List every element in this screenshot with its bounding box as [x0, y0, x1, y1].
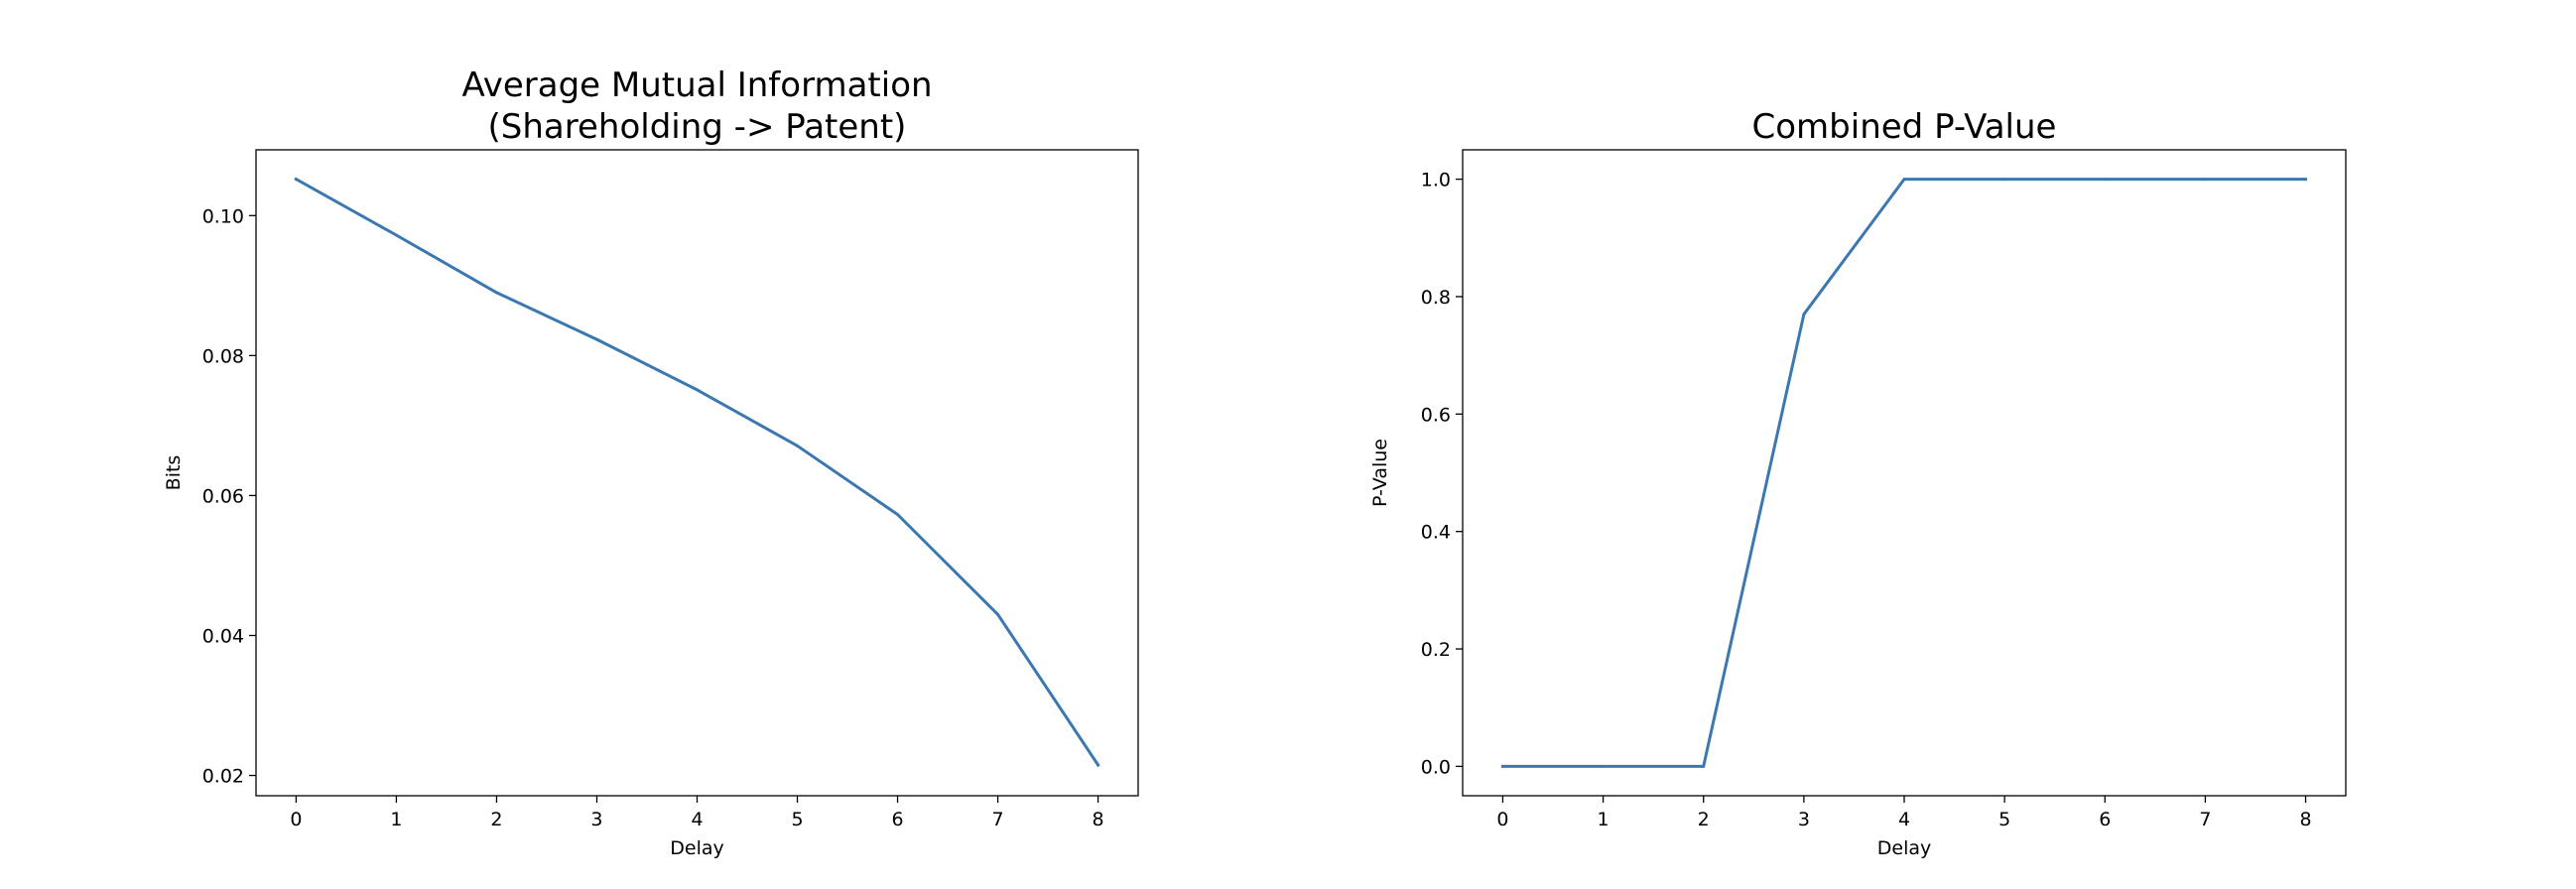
series-line — [294, 177, 1100, 768]
y-tick-label: 0.4 — [1421, 522, 1451, 544]
data-point — [996, 612, 1000, 616]
data-point — [696, 388, 699, 392]
data-point — [1500, 764, 1504, 768]
data-point — [2002, 178, 2006, 182]
y-tick-label: 0.02 — [202, 766, 244, 788]
x-tick-label: 0 — [290, 809, 302, 830]
y-tick-label: 1.0 — [1421, 170, 1451, 191]
data-point — [896, 512, 900, 516]
x-tick-label: 7 — [992, 809, 1004, 830]
x-tick-label: 0 — [1496, 809, 1508, 830]
x-tick-label: 8 — [2299, 809, 2311, 830]
data-point — [594, 337, 598, 341]
x-tick-label: 6 — [2099, 809, 2111, 830]
x-tick-label: 3 — [590, 809, 602, 830]
x-tick-label: 1 — [1598, 809, 1610, 830]
x-tick-label: 7 — [2199, 809, 2211, 830]
data-point — [1902, 178, 1906, 182]
x-axis-label: Delay — [1877, 837, 1932, 859]
data-point — [1096, 763, 1100, 767]
data-point — [294, 178, 298, 182]
chart-mutual-information: Average Mutual Information(Shareholding … — [163, 65, 1139, 859]
x-tick-label: 5 — [1998, 809, 2010, 830]
x-tick-label: 3 — [1798, 809, 1810, 830]
data-point — [1602, 764, 1606, 768]
y-tick-label: 0.6 — [1421, 404, 1451, 426]
y-tick-label: 0.10 — [202, 205, 244, 227]
y-axis-label: P-Value — [1369, 439, 1391, 507]
data-point — [494, 291, 498, 295]
x-tick-label: 2 — [1698, 809, 1710, 830]
x-tick-label: 6 — [891, 809, 903, 830]
data-point — [2304, 178, 2308, 182]
plot-frame — [255, 149, 1139, 797]
data-point — [2203, 178, 2207, 182]
y-tick-label: 0.04 — [202, 625, 244, 647]
x-axis-label: Delay — [670, 837, 724, 859]
y-tick-label: 0.8 — [1421, 287, 1451, 309]
chart-combined-p-value: Combined P-Value 0 1 2 3 4 5 6 7 8 0.0 0.2 0.4 0.6 0.8… — [1369, 107, 2347, 859]
data-point — [394, 233, 398, 237]
x-tick-label: 4 — [1898, 809, 1910, 830]
chart-title: (Shareholding -> Patent) — [488, 107, 907, 147]
y-tick-label: 0.0 — [1421, 756, 1451, 778]
data-point — [2103, 178, 2107, 182]
plot-frame — [1462, 149, 2347, 797]
y-tick-label: 0.2 — [1421, 639, 1451, 661]
chart-title: Combined P-Value — [1752, 107, 2057, 147]
x-tick-label: 8 — [1093, 809, 1104, 830]
data-point — [1702, 764, 1706, 768]
y-tick-label: 0.06 — [202, 485, 244, 507]
x-tick-label: 5 — [791, 809, 803, 830]
y-tick-label: 0.08 — [202, 345, 244, 367]
chart-title: Average Mutual Information — [461, 65, 932, 105]
x-tick-label: 1 — [390, 809, 402, 830]
data-point — [796, 444, 800, 447]
y-axis-label: Bits — [163, 455, 185, 491]
x-tick-label: 4 — [691, 809, 703, 830]
data-point — [1802, 313, 1806, 317]
x-tick-label: 2 — [490, 809, 502, 830]
series-line — [1501, 178, 2307, 768]
